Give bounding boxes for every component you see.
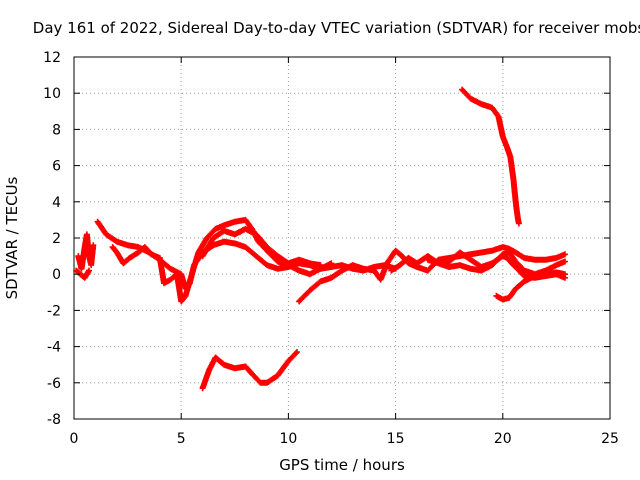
satellite-track-2 [73,267,92,281]
y-tick-label: 4 [52,195,61,211]
x-tick-label: 25 [601,431,619,447]
y-tick-label: -6 [47,376,61,392]
x-tick-label: 20 [494,431,512,447]
y-tick-label: 6 [52,159,61,175]
x-axis-ticks: 0 5 10 15 20 25 [70,57,619,447]
grid [74,57,610,419]
y-tick-label: 0 [52,267,61,283]
satellite-track-4 [109,216,335,305]
x-tick-label: 10 [279,431,297,447]
y-tick-label: 2 [52,231,61,247]
satellite-track-11 [199,349,300,392]
y-axis-label: SDTVAR / TECUs [3,176,21,299]
x-tick-label: 0 [70,431,79,447]
satellite-track-1 [75,231,97,272]
y-tick-label: -2 [47,303,61,319]
y-tick-label: 10 [43,86,61,102]
y-tick-label: 12 [43,50,61,66]
y-tick-label: -8 [47,412,61,428]
x-axis-label: GPS time / hours [279,456,405,474]
data-series [73,86,568,392]
y-tick-label: 8 [52,122,61,138]
x-tick-label: 15 [387,431,405,447]
y-tick-label: -4 [47,340,61,356]
y-axis-ticks: -8 -6 -4 -2 0 2 4 6 8 10 12 [43,50,610,428]
chart-title: Day 161 of 2022, Sidereal Day-to-day VTE… [33,19,640,37]
satellite-track-10 [459,86,522,227]
satellite-track-5 [199,225,324,269]
satellite-track-9 [493,269,568,303]
x-tick-label: 5 [177,431,186,447]
